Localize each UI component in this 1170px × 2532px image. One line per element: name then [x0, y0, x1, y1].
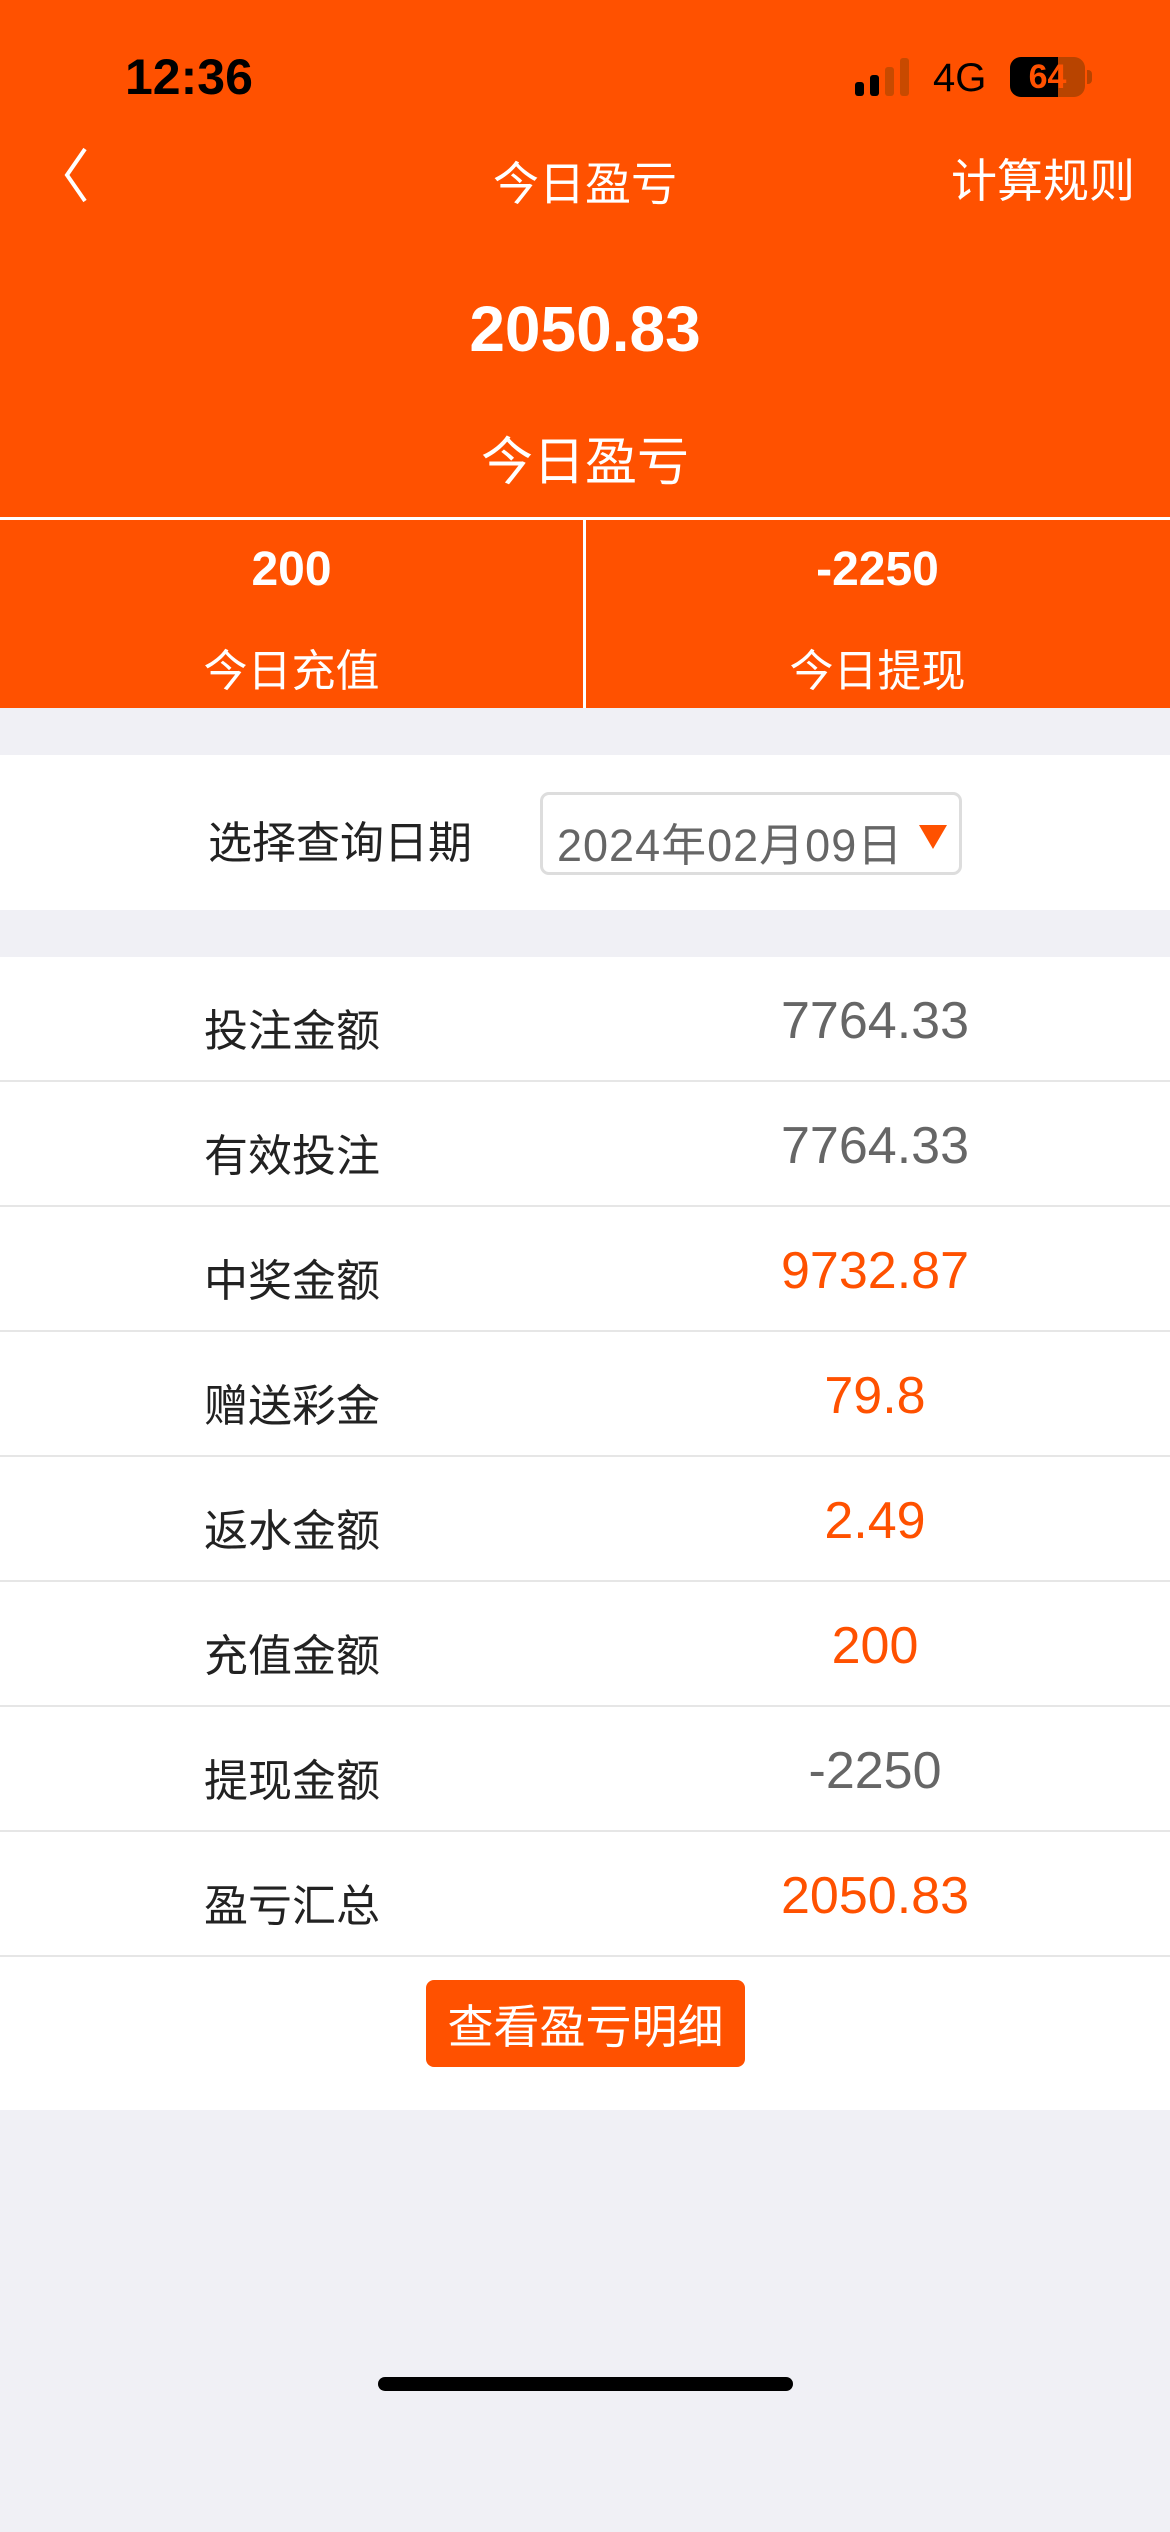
chevron-left-icon[interactable] — [55, 145, 105, 205]
stat-row: 中奖金额 9732.87 — [0, 1207, 1170, 1332]
date-picker[interactable]: 2024年02月09日 — [540, 792, 962, 875]
stat-value: 2050.83 — [781, 1867, 969, 1925]
rules-button[interactable]: 计算规则 — [951, 155, 1135, 207]
stats-list: 投注金额 7764.33 有效投注 7764.33 中奖金额 9732.87 赠送彩金 79.… — [0, 957, 1170, 2110]
stat-label: 提现金额 — [204, 1757, 380, 1806]
today-profit-label: 今日盈亏 — [480, 434, 689, 492]
signal-icon — [855, 58, 909, 96]
recharge-label: 今日充值 — [203, 647, 380, 696]
view-details-button[interactable]: 查看盈亏明细 — [426, 1980, 745, 2067]
stat-row: 投注金额 7764.33 — [0, 957, 1170, 1082]
date-filter: 选择查询日期 2024年02月09日 — [0, 755, 1170, 910]
stat-row: 充值金额 200 — [0, 1582, 1170, 1707]
today-profit-amount: 2050.83 — [469, 293, 701, 365]
stat-value: 7764.33 — [781, 992, 969, 1050]
stat-value: -2250 — [808, 1742, 942, 1800]
stat-label: 中奖金额 — [204, 1257, 380, 1306]
date-label: 选择查询日期 — [208, 819, 472, 868]
stat-row: 赠送彩金 79.8 — [0, 1332, 1170, 1457]
stat-label: 有效投注 — [204, 1132, 380, 1181]
stat-label: 盈亏汇总 — [204, 1882, 380, 1931]
recharge-summary: 200 今日充值 — [0, 520, 583, 708]
stat-value: 9732.87 — [781, 1242, 969, 1300]
stat-row: 返水金额 2.49 — [0, 1457, 1170, 1582]
stat-row: 有效投注 7764.33 — [0, 1082, 1170, 1207]
stat-row: 盈亏汇总 2050.83 — [0, 1832, 1170, 1957]
withdraw-summary: -2250 今日提现 — [586, 520, 1169, 708]
home-indicator — [378, 2377, 793, 2391]
withdraw-value: -2250 — [816, 543, 939, 596]
stat-label: 充值金额 — [204, 1632, 380, 1681]
battery-tip — [1087, 70, 1092, 84]
stat-row: 提现金额 -2250 — [0, 1707, 1170, 1832]
battery-percent: 64 — [1028, 58, 1067, 96]
divider — [583, 520, 586, 708]
withdraw-label: 今日提现 — [789, 647, 966, 696]
stat-label: 返水金额 — [204, 1507, 380, 1556]
stat-label: 投注金额 — [204, 1007, 380, 1056]
stat-value: 2.49 — [824, 1492, 926, 1550]
dropdown-triangle-icon — [919, 825, 947, 849]
stat-value: 200 — [831, 1617, 919, 1675]
recharge-value: 200 — [251, 543, 332, 596]
button-row: 查看盈亏明细 — [0, 1957, 1170, 2110]
stat-value: 7764.33 — [781, 1117, 969, 1175]
network-type: 4G — [933, 56, 987, 100]
stat-label: 赠送彩金 — [204, 1382, 380, 1431]
stat-value: 79.8 — [824, 1367, 926, 1425]
battery-icon: 64 — [1010, 57, 1085, 97]
header: 12:36 4G 64 今日盈亏 计算规则 2050.83 今日盈亏 200 今… — [0, 0, 1170, 708]
date-value: 2024年02月09日 — [557, 820, 904, 871]
status-time: 12:36 — [125, 49, 253, 105]
divider — [0, 517, 1170, 520]
